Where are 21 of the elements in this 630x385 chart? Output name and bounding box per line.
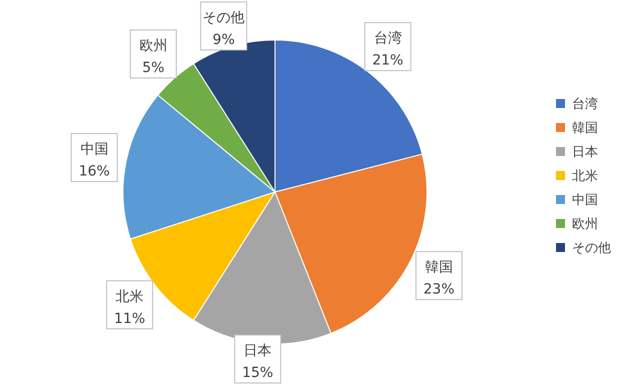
- legend-label: 北米: [572, 169, 598, 184]
- legend-label: 中国: [572, 193, 598, 208]
- slice-label: 日本: [244, 343, 272, 359]
- legend-label: その他: [572, 241, 611, 256]
- legend-label: 韓国: [572, 121, 598, 136]
- legend-label: 欧州: [572, 217, 598, 232]
- data-label: 11%: [114, 310, 146, 327]
- data-label: 21%: [372, 52, 404, 69]
- slice-label: その他: [202, 10, 245, 26]
- legend-label: 日本: [572, 145, 598, 160]
- data-label: 9%: [212, 32, 235, 48]
- slice-label: 中国: [80, 142, 108, 158]
- data-label: 15%: [242, 365, 274, 381]
- data-label: 5%: [142, 60, 164, 76]
- slice-label: 韓国: [424, 260, 453, 276]
- data-label: 23%: [423, 282, 455, 298]
- legend-label: 台湾: [572, 96, 598, 112]
- slice-label: 台湾: [374, 30, 402, 47]
- slice-label: 北米: [116, 288, 144, 305]
- data-label: 16%: [78, 164, 110, 180]
- slice-label: 欧州: [139, 38, 168, 54]
